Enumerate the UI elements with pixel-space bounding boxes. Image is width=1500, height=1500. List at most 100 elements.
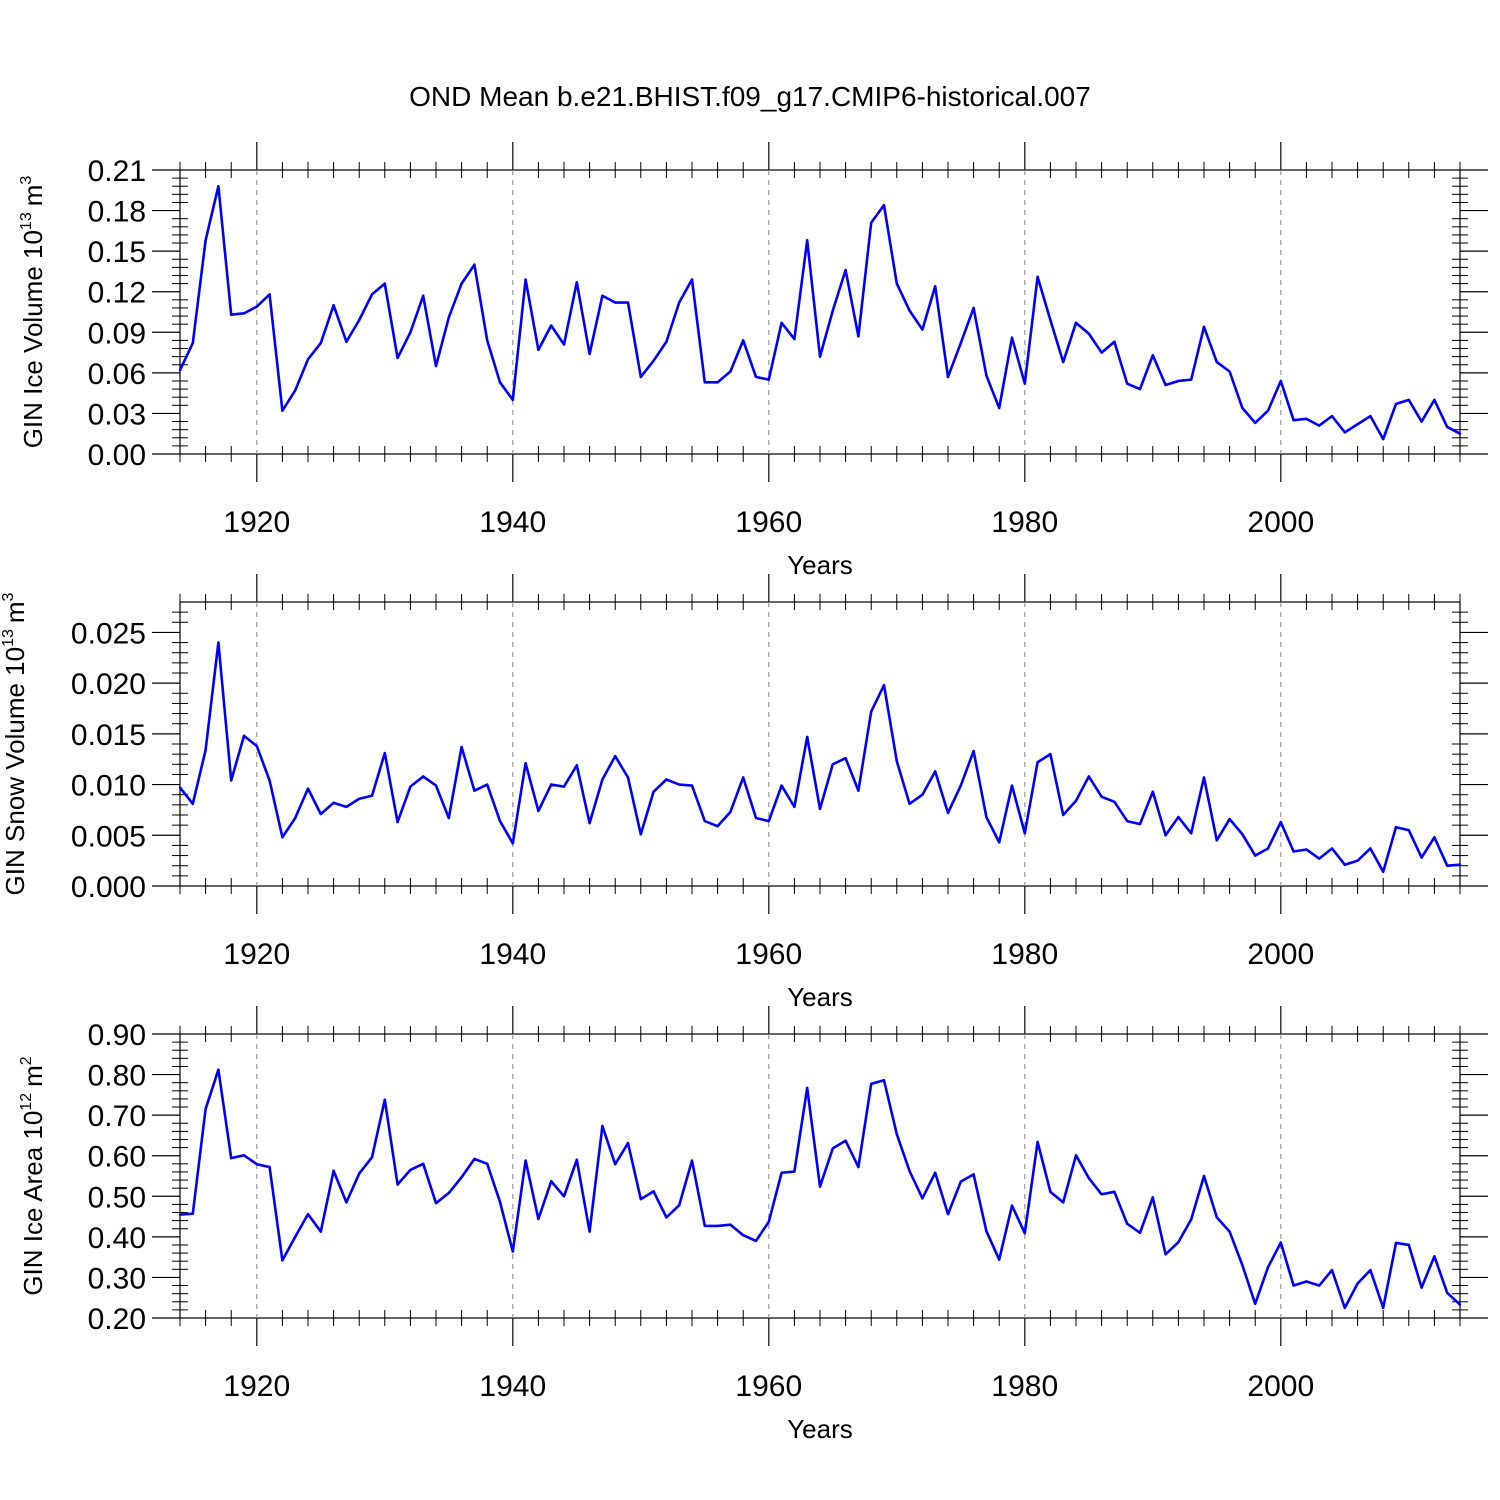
data-point-1921 <box>268 293 271 296</box>
data-point-2008 <box>1382 1306 1385 1310</box>
data-point-2000 <box>1279 820 1283 824</box>
data-point-1943 <box>550 1180 553 1183</box>
data-point-2001 <box>1292 850 1295 853</box>
data-point-1977 <box>985 374 988 377</box>
data-point-1926 <box>332 801 335 805</box>
data-point-1960 <box>767 819 770 823</box>
chart-panel-1: 1920 1940 1960 1980 2000 0.00 0.03 0.06 0.09 0.12… <box>18 142 1488 580</box>
data-point-1951 <box>652 790 655 793</box>
data-point-1931 <box>396 820 399 824</box>
data-point-1986 <box>1100 351 1103 354</box>
data-point-1937 <box>473 1157 476 1161</box>
panels: 1920 1940 1960 1980 2000 0.00 0.03 0.06 0.09 0.12… <box>0 142 1488 1444</box>
y-tick-label-0.015: 0.015 <box>71 719 146 752</box>
data-point-1939 <box>498 819 502 823</box>
data-point-1971 <box>908 802 911 806</box>
data-point-1947 <box>601 1124 604 1128</box>
data-point-2011 <box>1420 420 1423 423</box>
data-point-1944 <box>562 785 566 788</box>
data-point-1938 <box>486 339 489 342</box>
y-tick-label-0.005: 0.005 <box>71 820 146 853</box>
data-point-1973 <box>934 770 937 773</box>
data-point-1944 <box>562 343 566 346</box>
data-point-1972 <box>921 328 924 331</box>
x-axis-label: Years <box>787 1414 853 1444</box>
data-point-1975 <box>959 1180 962 1183</box>
data-point-1930 <box>383 751 386 755</box>
data-point-1916 <box>204 239 207 242</box>
data-point-1974 <box>946 1212 950 1216</box>
data-point-2013 <box>1446 1291 1449 1295</box>
data-point-2004 <box>1330 414 1334 418</box>
data-point-1925 <box>319 1230 322 1233</box>
y-tick-label-0.12: 0.12 <box>88 277 146 310</box>
data-point-1950 <box>639 1197 642 1201</box>
data-point-1977 <box>985 1229 988 1233</box>
data-point-1965 <box>831 1147 834 1150</box>
data-point-1977 <box>985 815 988 819</box>
data-point-1960 <box>767 1220 770 1224</box>
data-point-1943 <box>550 324 553 327</box>
data-point-2012 <box>1433 836 1436 839</box>
data-point-1961 <box>780 784 783 787</box>
x-tick-label-2000: 2000 <box>1247 938 1314 971</box>
data-point-1990 <box>1151 1196 1155 1199</box>
data-point-2014 <box>1458 863 1462 866</box>
data-point-1945 <box>575 281 578 284</box>
data-point-1941 <box>524 1159 527 1162</box>
data-point-1968 <box>870 221 873 224</box>
data-point-2008 <box>1382 437 1385 441</box>
y-axis-label-unit: m <box>0 601 30 623</box>
x-tick-label-1920: 1920 <box>223 938 290 971</box>
data-point-1938 <box>486 1162 489 1166</box>
data-point-1946 <box>588 821 591 825</box>
data-point-1923 <box>294 816 297 820</box>
data-point-1974 <box>946 811 950 815</box>
data-point-2000 <box>1279 379 1283 383</box>
data-point-1970 <box>895 760 898 763</box>
data-point-1962 <box>793 337 796 341</box>
data-point-1934 <box>434 1201 438 1205</box>
data-point-1944 <box>562 1195 566 1198</box>
data-point-1983 <box>1062 813 1065 817</box>
x-tick-label-1980: 1980 <box>991 938 1058 971</box>
y-axis-label-unit: m <box>18 185 48 207</box>
data-point-1965 <box>831 763 834 766</box>
data-point-1938 <box>486 783 489 786</box>
data-point-1999 <box>1266 847 1270 850</box>
data-point-1958 <box>742 339 745 342</box>
data-point-1927 <box>345 340 348 343</box>
data-point-1966 <box>844 1139 847 1142</box>
data-point-1937 <box>473 789 476 792</box>
data-point-1949 <box>626 301 630 304</box>
data-point-1928 <box>358 1172 361 1175</box>
data-point-1981 <box>1036 761 1039 764</box>
y-tick-label-0.025: 0.025 <box>71 617 146 650</box>
y-axis-label-unit-exponent: 3 <box>18 176 35 185</box>
data-point-1962 <box>793 1170 796 1173</box>
data-point-1989 <box>1138 1231 1142 1235</box>
data-point-1920 <box>255 1163 258 1166</box>
y-tick-label-0.90: 0.90 <box>88 1019 146 1052</box>
x-tick-label-1940: 1940 <box>479 938 546 971</box>
y-tick-label-0.00: 0.00 <box>88 439 146 472</box>
data-point-1983 <box>1062 360 1065 364</box>
data-point-1928 <box>358 318 361 322</box>
data-point-1991 <box>1164 1253 1167 1256</box>
data-point-1999 <box>1266 409 1270 412</box>
data-point-1918 <box>230 779 233 782</box>
data-point-1994 <box>1202 776 1206 779</box>
data-point-1990 <box>1151 790 1155 793</box>
data-point-1986 <box>1100 1193 1103 1196</box>
y-tick-label-0.020: 0.020 <box>71 668 146 701</box>
x-tick-label-1960: 1960 <box>735 1370 802 1403</box>
data-point-1956 <box>716 824 719 828</box>
data-point-1959 <box>754 1239 758 1243</box>
chart-panel-3: 1920 1940 1960 1980 2000 0.20 0.30 0.40 0.50 0.60… <box>18 1006 1488 1444</box>
data-point-2011 <box>1420 856 1423 859</box>
data-point-1980 <box>1023 832 1026 835</box>
data-point-1918 <box>230 1156 233 1160</box>
data-point-1916 <box>204 1107 207 1111</box>
y-tick-label-0.20: 0.20 <box>88 1303 146 1336</box>
data-point-1972 <box>921 1197 924 1200</box>
